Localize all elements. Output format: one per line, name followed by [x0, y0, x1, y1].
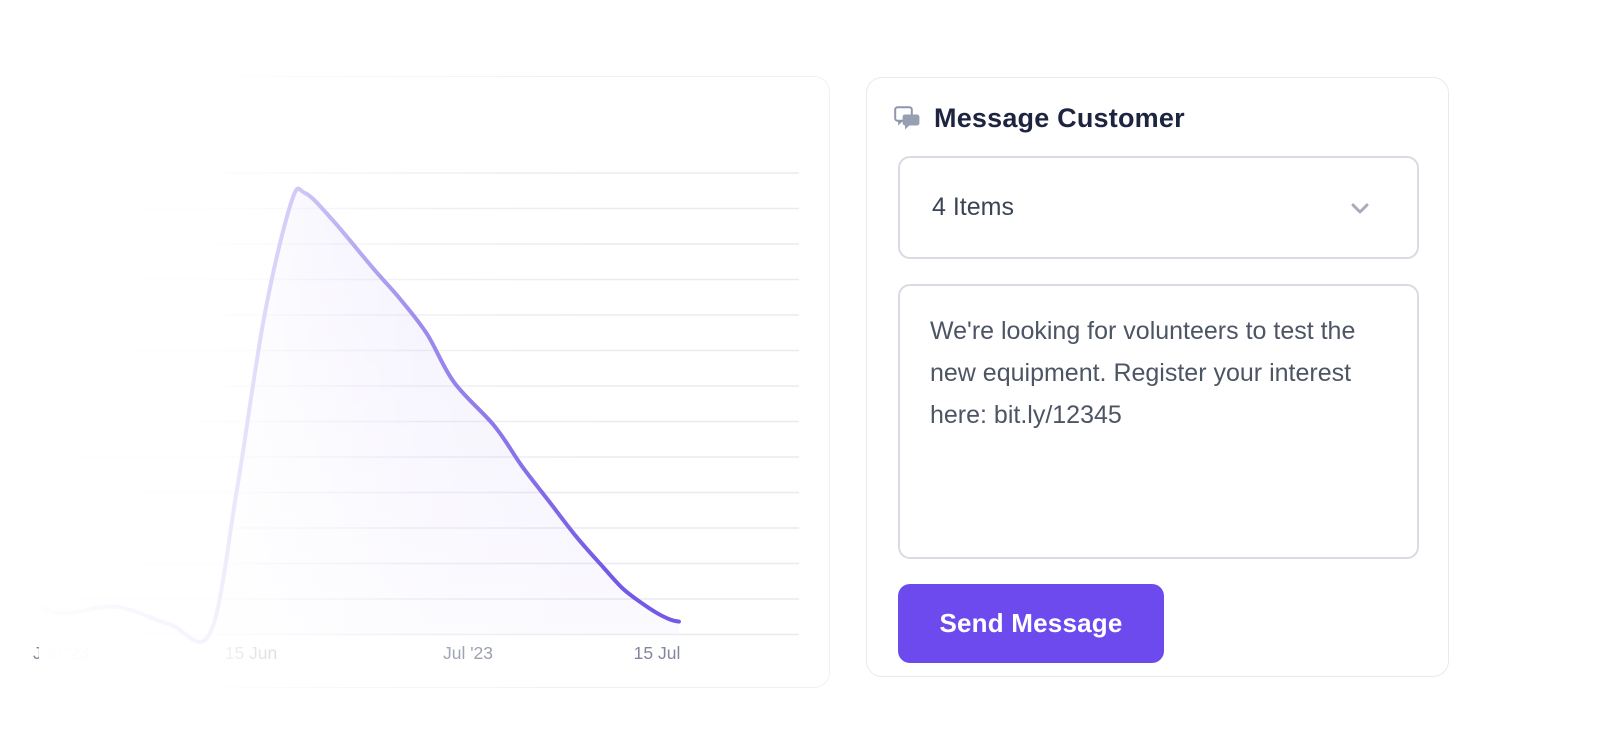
- x-axis-tick: Jul '23: [442, 643, 494, 663]
- chevron-down-icon: [1351, 203, 1369, 213]
- message-customer-card: Message Customer 4 Items We're looking f…: [866, 77, 1449, 677]
- x-axis-tick: 15 Jun: [224, 643, 278, 663]
- items-select[interactable]: 4 Items: [898, 156, 1419, 259]
- items-select-value: 4 Items: [932, 193, 1014, 221]
- trend-chart-card: Jun '23 15 Jun Jul '23 15 Jul: [33, 75, 831, 689]
- x-axis-tick: 15 Jul: [633, 643, 681, 663]
- message-input[interactable]: We're looking for volunteers to test the…: [898, 284, 1419, 559]
- message-card-header: Message Customer: [894, 103, 1185, 134]
- message-card-title: Message Customer: [934, 103, 1185, 133]
- send-message-button[interactable]: Send Message: [898, 584, 1164, 663]
- chart-x-axis: Jun '23 15 Jun Jul '23 15 Jul: [33, 77, 829, 687]
- chat-bubbles-icon: [894, 105, 920, 129]
- x-axis-tick: Jun '23: [33, 643, 89, 663]
